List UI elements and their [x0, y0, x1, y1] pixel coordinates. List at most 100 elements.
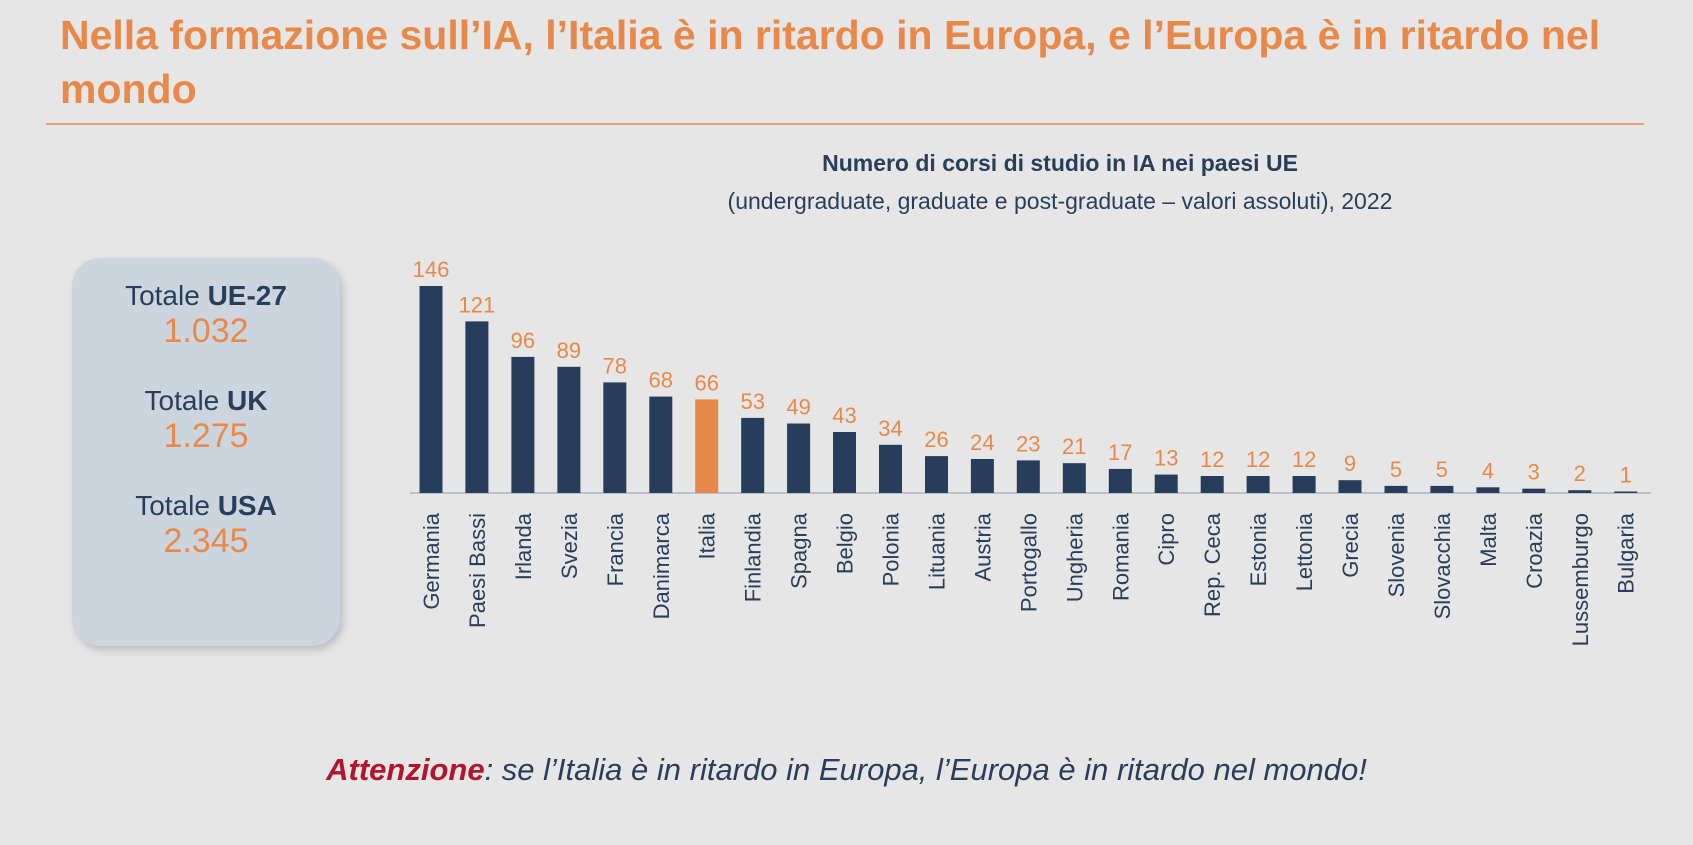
total-uk-value: 1.275	[163, 417, 249, 455]
category-label: Svezia	[557, 512, 582, 579]
total-eu27: Totale UE-27 1.032	[72, 280, 340, 351]
total-uk-label: UK	[227, 385, 268, 416]
value-label: 43	[832, 403, 856, 428]
total-usa-prefix: Totale	[135, 490, 218, 521]
bar-bulgaria	[1614, 491, 1638, 493]
value-label: 53	[740, 389, 764, 414]
bar-lussemburgo	[1568, 490, 1592, 493]
bar-slovacchia	[1430, 485, 1454, 493]
category-label: Lettonia	[1292, 512, 1317, 591]
total-usa-value: 2.345	[163, 522, 249, 560]
category-label: Danimarca	[649, 512, 674, 619]
attention-text: : se l’Italia è in ritardo in Europa, l’…	[484, 752, 1367, 787]
category-label: Germania	[419, 512, 444, 609]
category-label: Rep. Ceca	[1200, 512, 1225, 617]
category-label: Paesi Bassi	[465, 513, 490, 628]
bar-svezia	[557, 366, 581, 493]
attention-label: Attenzione	[326, 752, 485, 787]
value-label: 13	[1154, 446, 1178, 471]
chart-title: Numero di corsi di studio in IA nei paes…	[822, 150, 1298, 176]
category-label: Irlanda	[511, 512, 536, 580]
category-label: Romania	[1108, 512, 1133, 601]
category-label: Austria	[970, 512, 995, 581]
bar-cipro	[1154, 474, 1178, 493]
value-label: 68	[649, 368, 673, 393]
value-label: 17	[1108, 440, 1132, 465]
value-label: 12	[1200, 447, 1224, 472]
value-label: 1	[1620, 463, 1632, 488]
page-title: Nella formazione sull’IA, l’Italia è in …	[60, 12, 1601, 112]
category-label: Cipro	[1154, 513, 1179, 566]
bar-polonia	[879, 444, 902, 493]
category-label: Italia	[695, 512, 720, 559]
bar-irlanda	[511, 356, 535, 493]
value-label: 5	[1390, 457, 1402, 482]
bar-francia	[603, 382, 627, 493]
category-label: Slovenia	[1384, 512, 1409, 597]
value-label: 121	[459, 292, 496, 317]
value-label: 23	[1016, 431, 1040, 456]
category-label: Malta	[1476, 512, 1501, 567]
total-usa: Totale USA 2.345	[72, 490, 340, 561]
bar-finlandia	[741, 417, 765, 493]
category-label: Croazia	[1522, 512, 1547, 589]
value-label: 96	[511, 328, 535, 353]
category-label: Grecia	[1338, 512, 1363, 578]
category-label: Polonia	[879, 512, 904, 586]
attention-note: Attenzione: se l’Italia è in ritardo in …	[0, 752, 1693, 788]
total-eu27-value: 1.032	[163, 312, 249, 350]
value-label: 34	[878, 416, 902, 441]
category-label: Lituania	[925, 512, 950, 590]
total-uk: Totale UK 1.275	[72, 385, 340, 456]
value-label: 5	[1436, 457, 1448, 482]
bar-croazia	[1522, 488, 1546, 493]
total-eu27-label: UE-27	[207, 280, 287, 311]
category-label: Portogallo	[1016, 513, 1041, 612]
category-label: Lussemburgo	[1568, 513, 1593, 646]
bar-malta	[1476, 487, 1500, 493]
value-label: 21	[1062, 434, 1086, 459]
value-label: 89	[557, 338, 581, 363]
chart-subtitle: (undergraduate, graduate e post-graduate…	[727, 188, 1393, 214]
bar-slovenia	[1384, 485, 1408, 493]
bar-ungheria	[1062, 463, 1086, 493]
bar-spagna	[787, 423, 811, 493]
category-label: Finlandia	[741, 512, 766, 602]
bar-germania	[419, 286, 443, 493]
total-eu27-prefix: Totale	[125, 280, 208, 311]
value-label: 49	[786, 395, 810, 420]
bar-grecia	[1338, 480, 1362, 493]
category-label: Bulgaria	[1614, 512, 1639, 593]
total-uk-prefix: Totale	[144, 385, 228, 416]
bar-italia	[695, 399, 719, 493]
value-label: 146	[413, 257, 450, 282]
value-label: 3	[1528, 460, 1540, 485]
value-label: 24	[970, 430, 994, 455]
bar-estonia	[1246, 476, 1270, 493]
value-label: 4	[1482, 458, 1494, 483]
category-label: Ungheria	[1062, 512, 1087, 602]
bar-danimarca	[649, 396, 673, 493]
bar-lettonia	[1292, 476, 1316, 493]
totals-box: Totale UE-27 1.032 Totale UK 1.275 Total…	[72, 258, 340, 646]
category-label: Slovacchia	[1430, 512, 1455, 619]
value-label: 26	[924, 427, 948, 452]
category-label: Spagna	[787, 512, 812, 589]
total-usa-label: USA	[217, 490, 277, 521]
value-label: 78	[603, 353, 627, 378]
bar-belgio	[833, 432, 856, 493]
bar-rep-ceca	[1200, 476, 1224, 493]
value-label: 12	[1292, 447, 1316, 472]
bar-lituania	[925, 456, 948, 493]
value-label: 2	[1574, 461, 1586, 486]
bar-paesi-bassi	[465, 321, 489, 493]
category-label: Francia	[603, 512, 628, 586]
category-label: Belgio	[833, 513, 858, 574]
bar-portogallo	[1016, 460, 1040, 493]
category-label: Estonia	[1246, 512, 1271, 586]
bar-romania	[1108, 468, 1132, 493]
title-divider	[46, 123, 1644, 125]
value-label: 12	[1246, 447, 1270, 472]
bar-austria	[970, 459, 994, 493]
